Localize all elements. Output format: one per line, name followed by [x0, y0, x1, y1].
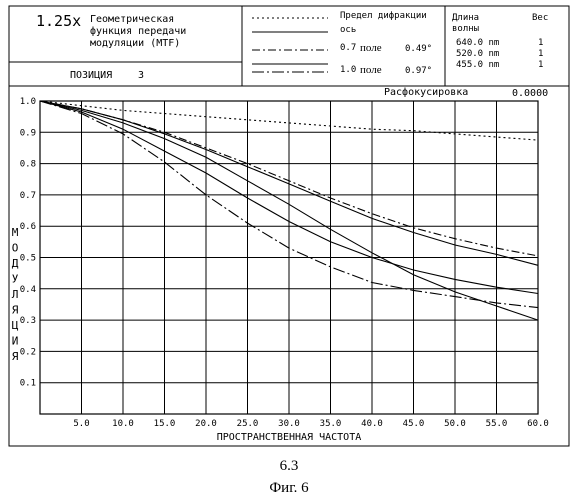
y-axis-label-letter-3: У — [12, 273, 19, 286]
legend-label-1: ось — [340, 25, 356, 35]
defocus-value: 0.0000 — [512, 88, 548, 99]
legend-word-3: поле — [360, 64, 382, 76]
y-tick-label-1: 0.2 — [20, 347, 36, 357]
x-tick-label-8: 45.0 — [403, 419, 425, 429]
y-axis-label-letter-2: Д — [12, 257, 19, 270]
x-tick-label-3: 20.0 — [195, 419, 217, 429]
position-value: 3 — [138, 70, 144, 81]
position-label: ПОЗИЦИЯ — [70, 70, 112, 81]
x-tick-label-2: 15.0 — [154, 419, 176, 429]
x-tick-label-6: 35.0 — [320, 419, 342, 429]
y-tick-label-8: 0.9 — [20, 128, 36, 138]
x-tick-label-5: 30.0 — [278, 419, 300, 429]
y-axis-label-letter-1: О — [12, 242, 19, 255]
wavelength-header-2: волны — [452, 24, 479, 34]
y-tick-label-5: 0.6 — [20, 222, 36, 232]
title-line-2: функция передачи — [90, 25, 186, 37]
y-axis-label-letter-7: И — [12, 335, 19, 348]
x-axis-label: ПРОСТРАНСТВЕННАЯ ЧАСТОТА — [217, 432, 362, 443]
title-line-1: Геометрическая — [90, 14, 174, 25]
y-tick-labels: 0.1 0.2 0.3 0.4 0.5 0.6 0.7 0.8 0.9 1.0 — [20, 97, 36, 389]
wavelength-2: 455.0 nm — [456, 60, 499, 70]
figure-number: 6.3 — [0, 458, 578, 475]
x-tick-label-11: 60.0 — [527, 419, 549, 429]
y-tick-label-3: 0.4 — [20, 285, 36, 295]
x-tick-label-4: 25.0 — [237, 419, 259, 429]
x-tick-label-1: 10.0 — [112, 419, 134, 429]
wavelength-0: 640.0 nm — [456, 38, 499, 48]
y-tick-label-0: 0.1 — [20, 379, 36, 389]
x-tick-label-0: 5.0 — [73, 419, 89, 429]
weight-0: 1 — [538, 38, 543, 48]
y-axis-label-letter-6: Ц — [12, 319, 19, 332]
legend-angle-2: 0.49° — [405, 44, 432, 54]
y-tick-label-7: 0.8 — [20, 160, 36, 170]
y-axis-label-letter-4: Л — [12, 288, 19, 301]
title-line-3: модуляции (MTF) — [90, 38, 180, 49]
weight-2: 1 — [538, 60, 543, 70]
y-tick-label-6: 0.7 — [20, 191, 36, 201]
legend-angle-3: 0.97° — [405, 66, 432, 76]
y-tick-label-9: 1.0 — [20, 97, 36, 107]
legend-label-2: 0.7 — [340, 43, 356, 53]
legend-label-0: Предел дифракции — [340, 11, 427, 21]
x-tick-labels: 5.0 10.0 15.0 20.0 25.0 30.0 35.0 40.0 45.0 50.0 5… — [73, 419, 548, 429]
y-axis-label-letter-5: Я — [12, 304, 19, 317]
x-tick-label-10: 55.0 — [486, 419, 508, 429]
figure-label: Фиг. 6 — [0, 480, 578, 497]
y-tick-label-2: 0.3 — [20, 316, 36, 326]
legend-label-3: 1.0 — [340, 65, 356, 75]
weight-header: Вес — [532, 13, 548, 23]
magnification-label: 1.25x — [36, 12, 81, 30]
y-axis-label: МОДУЛЯЦИЯ — [12, 226, 19, 363]
plot-grid — [40, 101, 538, 414]
wavelength-1: 520.0 nm — [456, 49, 499, 59]
x-tick-label-7: 40.0 — [361, 419, 383, 429]
y-axis-label-letter-0: М — [12, 226, 19, 239]
y-tick-label-4: 0.5 — [20, 254, 36, 264]
y-axis-label-letter-8: Я — [12, 350, 19, 363]
legend-word-2: поле — [360, 42, 382, 54]
wavelength-header: Длина — [452, 13, 479, 23]
weight-1: 1 — [538, 49, 543, 59]
x-tick-label-9: 50.0 — [444, 419, 466, 429]
defocus-label: Расфокусировка — [384, 86, 468, 98]
